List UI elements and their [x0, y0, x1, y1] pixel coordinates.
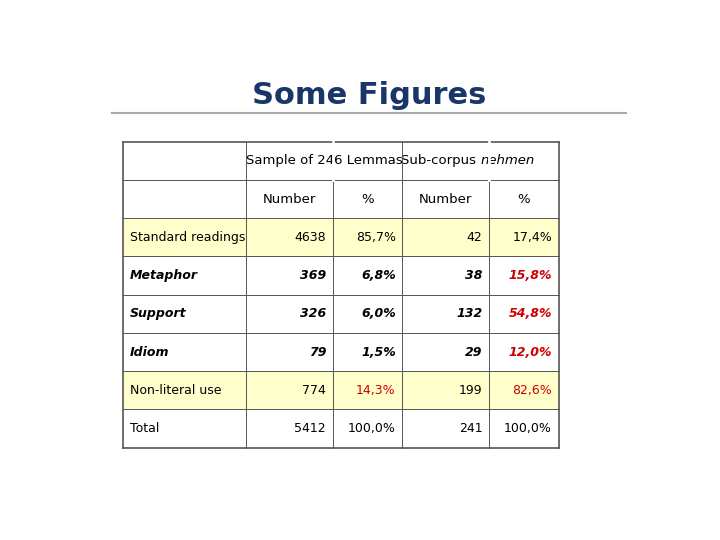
Text: %: %	[518, 193, 530, 206]
Text: 4638: 4638	[294, 231, 326, 244]
Bar	[124, 409, 559, 448]
Text: 100,0%: 100,0%	[348, 422, 396, 435]
Text: 100,0%: 100,0%	[504, 422, 552, 435]
Text: Number: Number	[263, 193, 316, 206]
Text: 1,5%: 1,5%	[361, 346, 396, 359]
Text: Support: Support	[130, 307, 186, 320]
Text: 38: 38	[465, 269, 482, 282]
Text: 6,0%: 6,0%	[361, 307, 396, 320]
Bar	[124, 218, 559, 256]
Text: Some Figures: Some Figures	[252, 82, 486, 111]
Bar	[124, 333, 559, 371]
Text: 774: 774	[302, 384, 326, 397]
Bar	[124, 295, 559, 333]
Text: 15,8%: 15,8%	[508, 269, 552, 282]
Text: 132: 132	[456, 307, 482, 320]
Text: Standard readings: Standard readings	[130, 231, 246, 244]
Text: Total: Total	[130, 422, 160, 435]
Text: Sub-corpus: Sub-corpus	[401, 154, 481, 167]
Text: 5412: 5412	[294, 422, 326, 435]
Text: 14,3%: 14,3%	[356, 384, 396, 397]
Text: 12,0%: 12,0%	[508, 346, 552, 359]
Text: %: %	[361, 193, 374, 206]
Text: 241: 241	[459, 422, 482, 435]
Text: Idiom: Idiom	[130, 346, 170, 359]
Text: 82,6%: 82,6%	[512, 384, 552, 397]
Text: 85,7%: 85,7%	[356, 231, 396, 244]
Text: 17,4%: 17,4%	[512, 231, 552, 244]
Text: 6,8%: 6,8%	[361, 269, 396, 282]
Text: 326: 326	[300, 307, 326, 320]
Text: 42: 42	[467, 231, 482, 244]
Text: Sample of 246 Lemmas: Sample of 246 Lemmas	[246, 154, 402, 167]
Text: Metaphor: Metaphor	[130, 269, 198, 282]
Text: 79: 79	[309, 346, 326, 359]
Text: Non-literal use: Non-literal use	[130, 384, 222, 397]
Bar	[124, 256, 559, 295]
Bar	[124, 180, 559, 218]
Bar	[124, 141, 559, 180]
Text: Number: Number	[419, 193, 472, 206]
Text: 199: 199	[459, 384, 482, 397]
Text: 29: 29	[465, 346, 482, 359]
Text: nehmen: nehmen	[481, 154, 535, 167]
Bar	[124, 371, 559, 409]
Text: 369: 369	[300, 269, 326, 282]
Text: 54,8%: 54,8%	[508, 307, 552, 320]
